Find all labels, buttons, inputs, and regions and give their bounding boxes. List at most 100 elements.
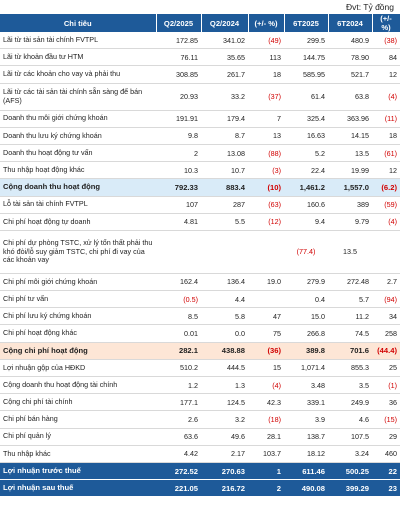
- table-cell: (61): [372, 144, 400, 163]
- table-row: Chi phí lưu ký chứng khoán 8.5 5.8 47 15.0 11…: [0, 307, 400, 326]
- table-row: Doanh thu hoạt động tư vấn 2 13.08 (88) 5.2 1…: [0, 144, 400, 163]
- row-label: Cộng doanh thu hoạt động: [0, 178, 156, 197]
- row-label: Cộng chi phí tài chính: [0, 393, 156, 412]
- row-label: Chi phí lưu ký chứng khoán: [0, 307, 156, 326]
- table-cell: 22.4: [284, 161, 328, 180]
- table-cell: 61.4: [284, 83, 328, 111]
- table-cell: 19.0: [248, 273, 284, 292]
- table-cell: 389.8: [284, 342, 328, 360]
- table-cell: 84: [372, 48, 400, 67]
- table-cell: 0.4: [284, 290, 328, 309]
- table-cell: 585.95: [284, 65, 328, 84]
- table-cell: 5.7: [328, 290, 372, 309]
- table-cell: 339.1: [284, 393, 328, 412]
- table-cell: 279.9: [284, 273, 328, 292]
- row-label: Doanh thu hoạt động tư vấn: [0, 144, 156, 163]
- table-cell: (4): [372, 213, 400, 231]
- table-cell: 7: [248, 110, 284, 128]
- table-cell: 23: [372, 479, 400, 498]
- table-cell: 216.72: [201, 479, 248, 498]
- table-cell: 9.8: [156, 127, 201, 145]
- row-label: Lợi nhuận sau thuế: [0, 479, 156, 498]
- table-row: Lợi nhuận gộp của HĐKD 510.2 444.5 15 1,071.…: [0, 359, 400, 378]
- table-cell: 272.48: [328, 273, 372, 292]
- table-cell: 0.01: [156, 324, 201, 343]
- table-cell: 1,557.0: [328, 178, 372, 197]
- table-cell: [201, 230, 248, 274]
- table-cell: 521.7: [328, 65, 372, 84]
- row-label: Lãi từ các khoản cho vay và phải thu: [0, 65, 156, 84]
- table-cell: 4.4: [201, 290, 248, 309]
- table-row: Cộng doanh thu hoạt động 792.33 883.4 (10) 1…: [0, 178, 400, 197]
- table-cell: [372, 230, 400, 274]
- table-cell: 611.46: [284, 462, 328, 481]
- table-cell: (44.4): [372, 342, 400, 360]
- table-cell: 1,071.4: [284, 359, 328, 378]
- table-cell: 13: [248, 127, 284, 145]
- table-cell: 510.2: [156, 359, 201, 378]
- table-row: Cộng chi phí tài chính 177.1 124.5 42.3 339.…: [0, 393, 400, 412]
- table-cell: 36: [372, 393, 400, 412]
- table-cell: 221.05: [156, 479, 201, 498]
- table-row: Chi phí dự phòng TSTC, xử lý tổn thất ph…: [0, 230, 400, 274]
- table-cell: 0.0: [201, 324, 248, 343]
- table-cell: (77.4): [284, 230, 328, 274]
- table-cell: 883.4: [201, 178, 248, 197]
- table-cell: 701.6: [328, 342, 372, 360]
- table-cell: 287: [201, 196, 248, 214]
- table-row: Chi phí tư vấn (0.5) 4.4 0.4 5.7 (94): [0, 290, 400, 309]
- table-cell: 33.2: [201, 83, 248, 111]
- table-cell: 249.9: [328, 393, 372, 412]
- table-cell: 308.85: [156, 65, 201, 84]
- table-cell: 855.3: [328, 359, 372, 378]
- table-cell: 177.1: [156, 393, 201, 412]
- row-label: Lãi từ các tài sản tài chính sẵn sàng để…: [0, 83, 156, 111]
- column-header: Q2/2024: [201, 14, 249, 32]
- table-cell: 4.42: [156, 445, 201, 463]
- table-cell: 3.48: [284, 376, 328, 395]
- row-label: Doanh thu môi giới chứng khoán: [0, 110, 156, 128]
- table-cell: 63.6: [156, 428, 201, 446]
- table-cell: 75: [248, 324, 284, 343]
- row-label: Cộng doanh thu hoạt động tài chính: [0, 376, 156, 395]
- table-cell: 11.2: [328, 307, 372, 326]
- table-cell: 3.5: [328, 376, 372, 395]
- table-cell: 16.63: [284, 127, 328, 145]
- table-cell: (38): [372, 32, 400, 50]
- table-cell: 2: [156, 144, 201, 163]
- table-cell: 4.6: [328, 410, 372, 429]
- table-cell: 47: [248, 307, 284, 326]
- table-cell: 2.6: [156, 410, 201, 429]
- table-cell: 18.12: [284, 445, 328, 463]
- table-cell: 191.91: [156, 110, 201, 128]
- table-row: Lợi nhuận sau thuế 221.05 216.72 2 490.08 399…: [0, 479, 400, 498]
- table-cell: 5.5: [201, 213, 248, 231]
- table-cell: (88): [248, 144, 284, 163]
- table-cell: 1.2: [156, 376, 201, 395]
- table-cell: 282.1: [156, 342, 201, 360]
- table-row: Thu nhập hoạt động khác 10.3 10.7 (3) 22.4 19…: [0, 161, 400, 180]
- table-row: Cộng chi phí hoạt động 282.1 438.88 (36) 389…: [0, 342, 400, 360]
- table-cell: [156, 230, 201, 274]
- row-label: Cộng chi phí hoạt động: [0, 342, 156, 360]
- row-label: Chi phí bán hàng: [0, 410, 156, 429]
- table-cell: 29: [372, 428, 400, 446]
- table-row: Lỗ tài sản tài chính FVTPL 107 287 (63) 160.…: [0, 196, 400, 214]
- table-cell: 341.02: [201, 32, 248, 50]
- table-cell: 74.5: [328, 324, 372, 343]
- column-header: (+/- %): [248, 14, 285, 32]
- table-row: Chi phí môi giới chứng khoán 162.4 136.4 19…: [0, 273, 400, 292]
- row-label: Chi phí tư vấn: [0, 290, 156, 309]
- table-cell: 19.99: [328, 161, 372, 180]
- table-cell: 12: [372, 65, 400, 84]
- table-cell: [248, 230, 284, 274]
- table-cell: (15): [372, 410, 400, 429]
- row-label: Chi phí dự phòng TSTC, xử lý tổn thất ph…: [0, 230, 156, 274]
- table-cell: (0.5): [156, 290, 201, 309]
- table-cell: 162.4: [156, 273, 201, 292]
- row-label: Lợi nhuận gộp của HĐKD: [0, 359, 156, 378]
- table-row: Lãi từ khoản đầu tư HTM 76.11 35.65 113 144.…: [0, 48, 400, 67]
- table-cell: (10): [248, 178, 284, 197]
- table-cell: (11): [372, 110, 400, 128]
- table-row: Cộng doanh thu hoạt động tài chính 1.2 1.3…: [0, 376, 400, 395]
